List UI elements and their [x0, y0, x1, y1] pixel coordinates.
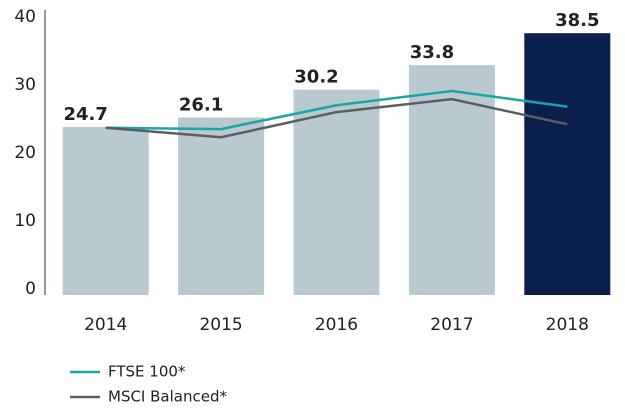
- x-tick-label: 2015: [199, 315, 242, 335]
- legend-label: FTSE 100*: [108, 363, 186, 381]
- bar: [178, 117, 265, 296]
- x-tick-label: 2014: [84, 315, 127, 335]
- y-tick-label: 40: [14, 7, 36, 27]
- x-tick-label: 2016: [315, 315, 358, 335]
- x-tick-label: 2018: [546, 315, 589, 335]
- y-tick-label: 30: [14, 75, 36, 95]
- data-label: 26.1: [179, 95, 223, 116]
- data-label: 38.5: [555, 10, 599, 31]
- bar: [62, 127, 149, 295]
- data-label: 33.8: [410, 42, 454, 63]
- y-tick-label: 10: [14, 211, 36, 231]
- y-tick-label: 0: [25, 279, 36, 299]
- bar: [524, 33, 611, 295]
- x-tick-label: 2017: [430, 315, 473, 335]
- y-tick-label: 20: [14, 143, 36, 163]
- legend-label: MSCI Balanced*: [108, 388, 227, 406]
- data-label: 24.7: [63, 104, 107, 125]
- data-label: 30.2: [294, 67, 338, 88]
- line-series: [105, 97, 568, 139]
- bar: [293, 89, 380, 295]
- line-series: [105, 89, 568, 131]
